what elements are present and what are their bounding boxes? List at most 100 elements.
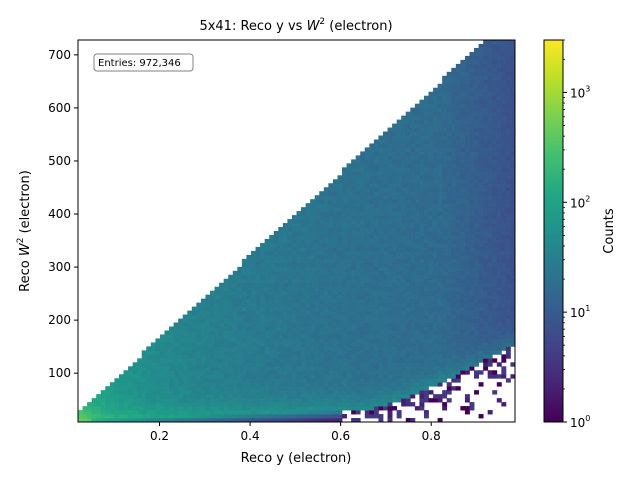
- heatmap-cell: [305, 231, 311, 236]
- heatmap-cell: [505, 211, 511, 216]
- heatmap-cell: [478, 87, 484, 93]
- heatmap-cell: [200, 418, 206, 422]
- heatmap-cell: [269, 386, 275, 391]
- heatmap-cell: [392, 306, 398, 311]
- heatmap-cell: [387, 219, 393, 224]
- heatmap-cell: [483, 354, 489, 359]
- heatmap-cell: [474, 270, 479, 276]
- heatmap-cell: [219, 294, 225, 300]
- heatmap-cell: [319, 362, 325, 367]
- heatmap-cell: [219, 358, 225, 363]
- heatmap-cell: [369, 362, 375, 367]
- heatmap-cell: [369, 231, 375, 236]
- heatmap-cell: [301, 374, 306, 379]
- heatmap-cell: [442, 270, 448, 276]
- heatmap-cell: [264, 310, 270, 315]
- heatmap-cell: [223, 362, 229, 367]
- heatmap-cell: [464, 322, 470, 327]
- heatmap-cell: [87, 418, 93, 422]
- heatmap-cell: [392, 326, 398, 331]
- heatmap-cell: [346, 290, 352, 296]
- heatmap-cell: [342, 330, 347, 335]
- heatmap-cell: [492, 139, 498, 144]
- heatmap-cell: [478, 151, 484, 156]
- heatmap-cell: [260, 302, 266, 308]
- heatmap-cell: [137, 374, 143, 379]
- heatmap-cell: [250, 282, 256, 288]
- heatmap-cell: [269, 234, 275, 240]
- heatmap-cell: [442, 227, 448, 232]
- heatmap-cell: [464, 298, 470, 304]
- heatmap-cell: [487, 143, 493, 148]
- heatmap-cell: [483, 51, 489, 57]
- heatmap-cell: [364, 250, 370, 256]
- heatmap-cell: [505, 67, 511, 73]
- heatmap-cell: [437, 258, 443, 264]
- heatmap-cell: [332, 374, 338, 379]
- heatmap-cell: [132, 366, 138, 371]
- heatmap-cell: [123, 370, 129, 375]
- heatmap-cell: [351, 215, 357, 220]
- heatmap-cell: [178, 326, 184, 331]
- heatmap-cell: [392, 330, 398, 335]
- heatmap-cell: [219, 282, 225, 288]
- heatmap-cell: [478, 63, 484, 69]
- heatmap-cell: [428, 282, 434, 288]
- heatmap-cell: [474, 334, 479, 339]
- heatmap-cell: [387, 406, 393, 411]
- heatmap-cell: [492, 231, 498, 236]
- heatmap-cell: [414, 262, 420, 268]
- heatmap-cell: [205, 330, 211, 335]
- heatmap-cell: [487, 111, 493, 117]
- heatmap-cell: [178, 334, 184, 339]
- heatmap-cell: [496, 342, 502, 347]
- heatmap-cell: [483, 310, 489, 315]
- heatmap-cell: [423, 187, 429, 192]
- heatmap-cell: [455, 199, 461, 204]
- heatmap-cell: [446, 274, 452, 280]
- heatmap-cell: [460, 242, 466, 248]
- heatmap-cell: [510, 338, 515, 343]
- heatmap-cell: [319, 199, 325, 204]
- heatmap-cell: [342, 362, 347, 367]
- heatmap-cell: [360, 242, 366, 248]
- heatmap-cell: [401, 322, 407, 327]
- heatmap-cell: [273, 290, 279, 296]
- heatmap-cell: [396, 195, 402, 200]
- heatmap-cell: [301, 358, 306, 363]
- heatmap-cell: [342, 278, 347, 284]
- heatmap-cell: [442, 159, 448, 164]
- heatmap-cell: [492, 282, 498, 288]
- heatmap-cell: [501, 103, 507, 109]
- heatmap-cell: [296, 234, 302, 240]
- heatmap-cell: [483, 227, 489, 232]
- heatmap-cell: [205, 354, 211, 359]
- heatmap-cell: [332, 310, 338, 315]
- heatmap-cell: [433, 231, 439, 236]
- heatmap-cell: [246, 254, 252, 260]
- heatmap-cell: [137, 366, 143, 371]
- heatmap-cell: [392, 334, 398, 339]
- heatmap-cell: [282, 318, 288, 323]
- heatmap-cell: [332, 219, 338, 224]
- heatmap-cell: [187, 350, 193, 355]
- heatmap-cell: [123, 406, 129, 411]
- heatmap-cell: [496, 362, 502, 367]
- heatmap-cell: [355, 183, 361, 188]
- heatmap-cell: [442, 402, 448, 407]
- heatmap-cell: [364, 175, 370, 180]
- heatmap-cell: [346, 167, 352, 172]
- heatmap-cell: [237, 358, 243, 363]
- heatmap-cell: [128, 374, 134, 379]
- heatmap-cell: [505, 282, 511, 288]
- heatmap-cell: [483, 234, 489, 240]
- heatmap-cell: [392, 231, 398, 236]
- heatmap-cell: [200, 330, 206, 335]
- heatmap-cell: [146, 346, 152, 351]
- heatmap-cell: [364, 234, 370, 240]
- heatmap-cell: [464, 406, 470, 411]
- heatmap-cell: [210, 354, 215, 359]
- heatmap-cell: [187, 342, 193, 347]
- heatmap-cell: [410, 366, 416, 371]
- heatmap-cell: [496, 242, 502, 248]
